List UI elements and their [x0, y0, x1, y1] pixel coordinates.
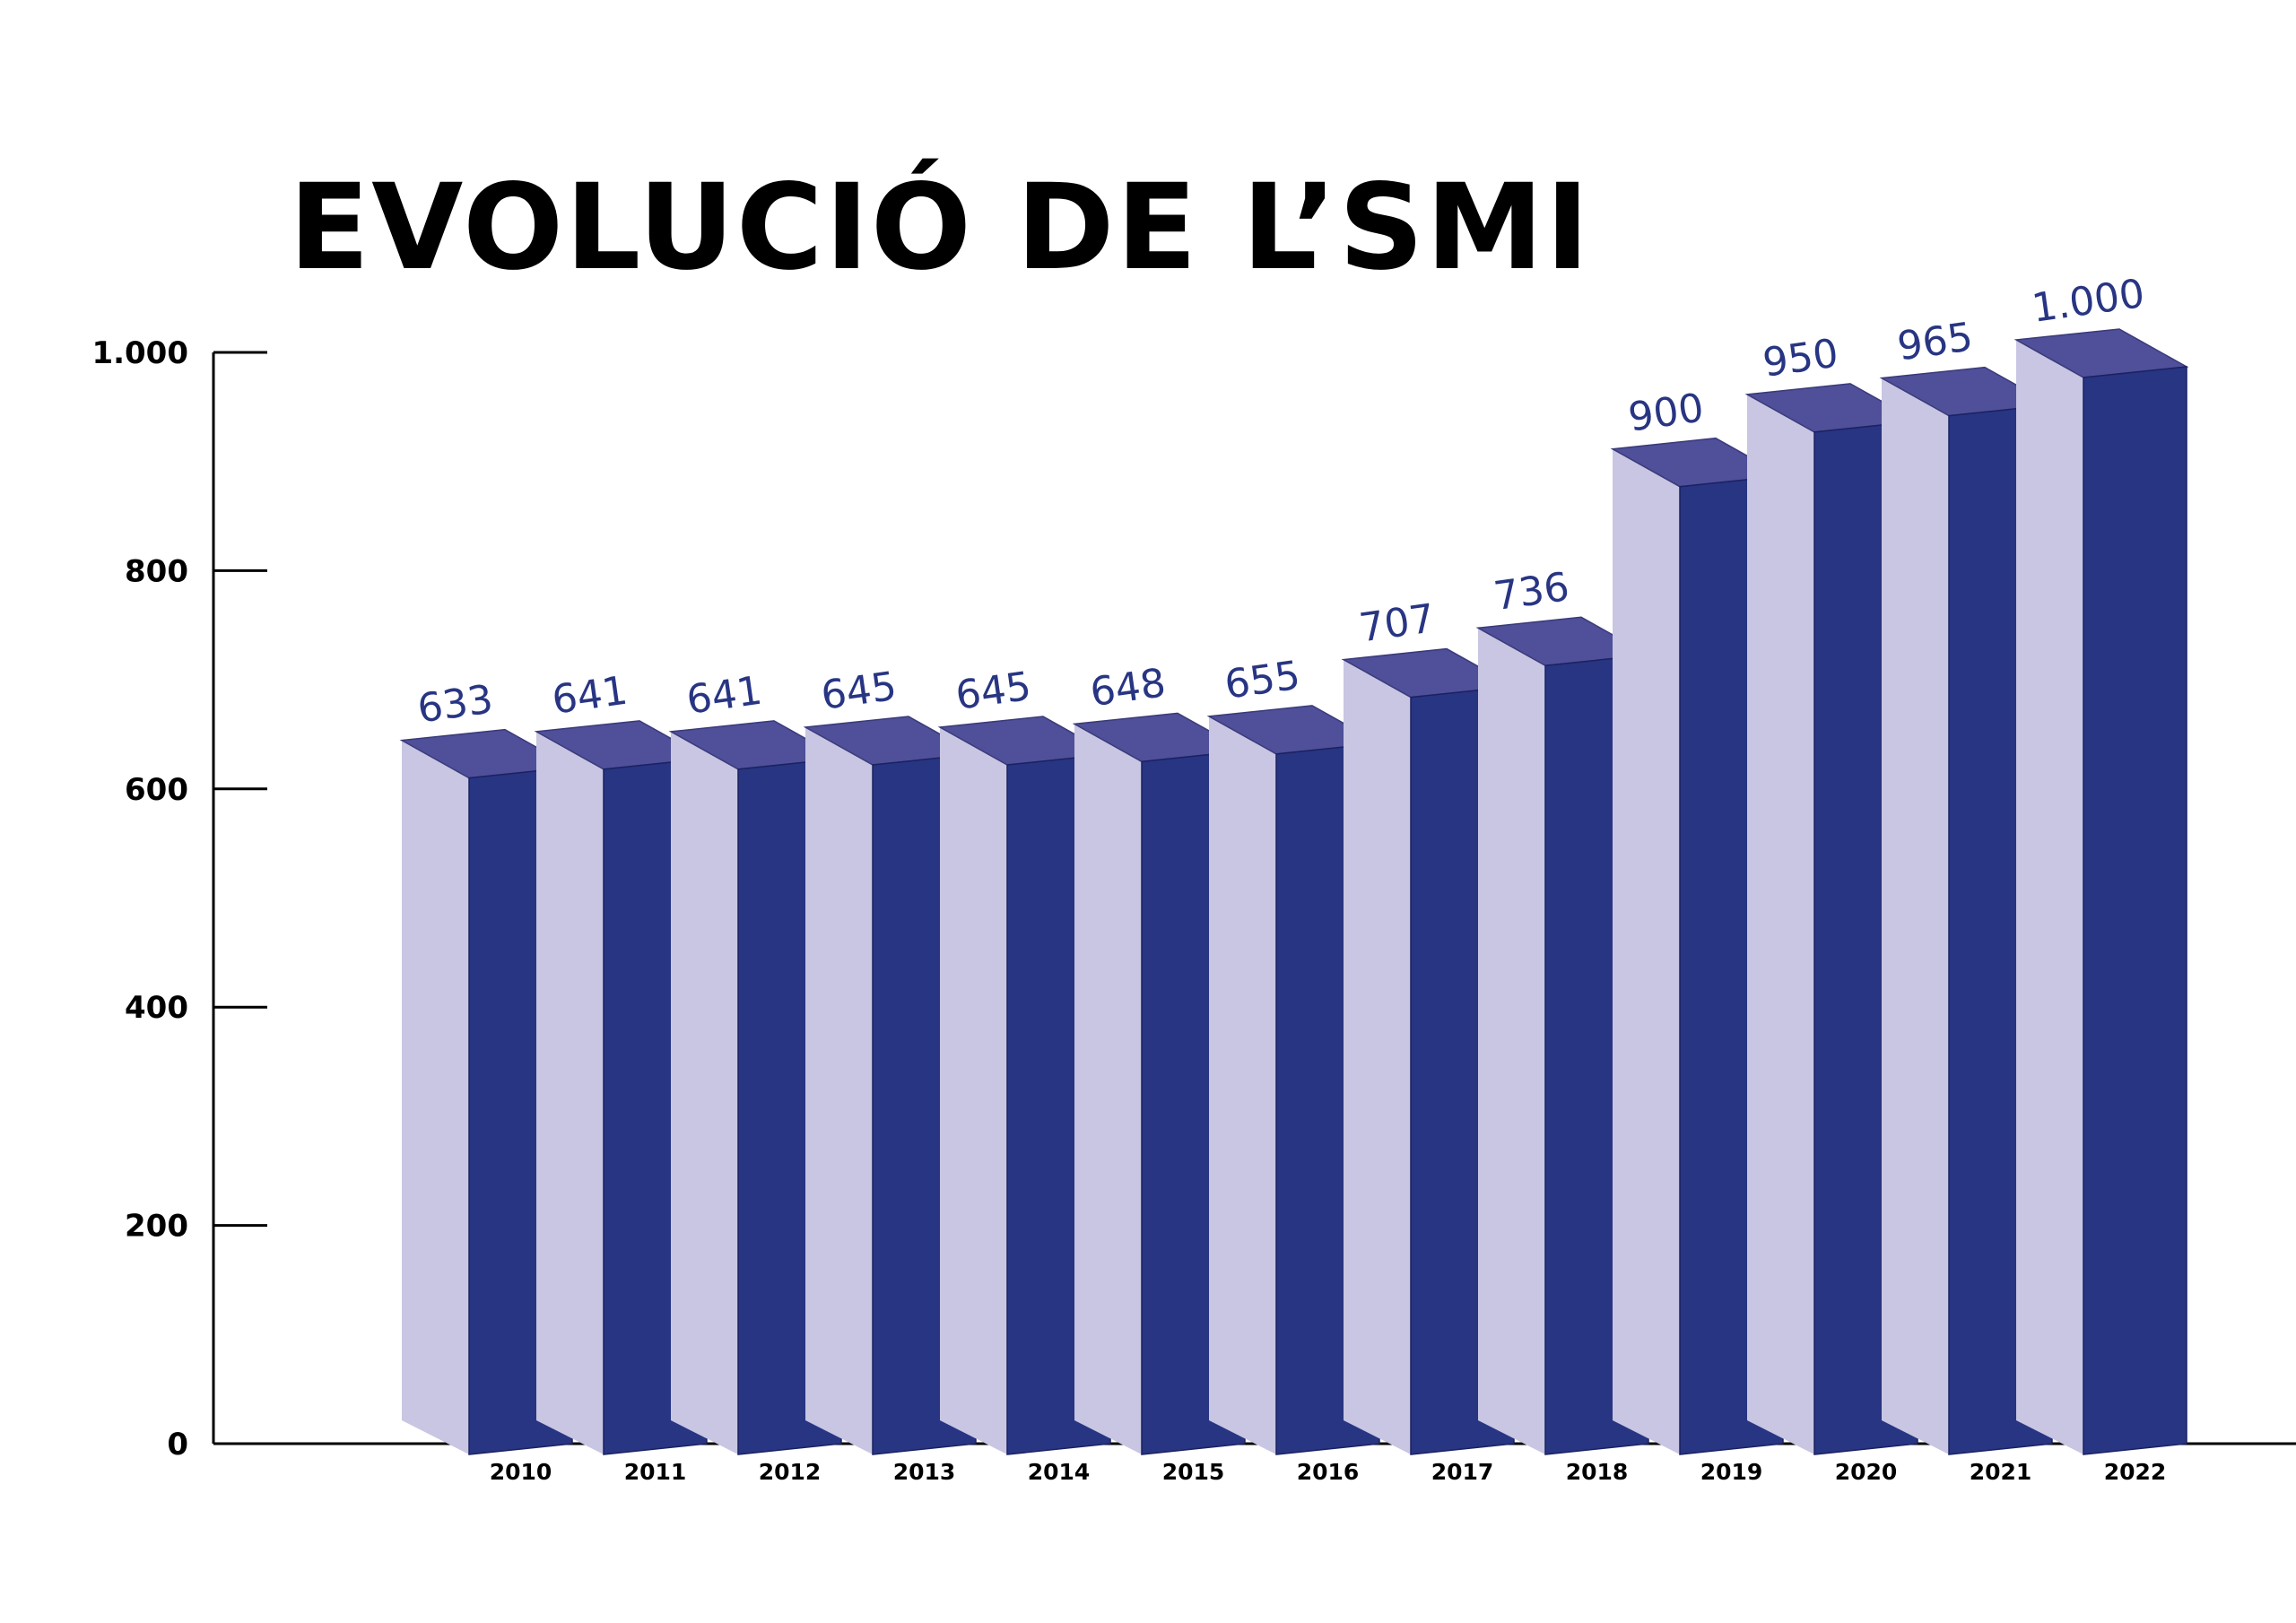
y-tick-label: 800 — [125, 553, 188, 589]
x-tick-label: 2021 — [1970, 1459, 2032, 1485]
bar-side-face — [940, 727, 1007, 1454]
y-tick-label: 200 — [125, 1209, 188, 1245]
x-tick-label: 2011 — [624, 1459, 687, 1485]
x-tick-label: 2019 — [1700, 1459, 1763, 1485]
y-tick-label: 0 — [167, 1427, 188, 1462]
bar-value-label: 655 — [1222, 653, 1302, 708]
bar-value-label: 1.000 — [2029, 271, 2147, 332]
chart-axes: 0 200 400 600 800 1.000 — [91, 335, 2296, 1462]
chart-bars — [399, 328, 2189, 1455]
bar-front-face — [2083, 366, 2187, 1455]
y-tick-label: 600 — [125, 772, 188, 808]
bar-value-label: 707 — [1356, 595, 1437, 651]
bar-side-face — [1209, 716, 1276, 1454]
bar-value-label: 648 — [1087, 660, 1168, 716]
bar-side-face — [1074, 724, 1142, 1454]
x-tick-label: 2018 — [1566, 1459, 1629, 1485]
y-tick-label: 400 — [125, 990, 188, 1026]
bar-side-face — [1747, 394, 1814, 1455]
chart-x-ticks: 2010 2011 2012 2013 2014 2015 2016 2017 2018 2019… — [490, 1459, 2167, 1485]
bar-side-face — [1613, 448, 1680, 1455]
bar-side-face — [2016, 340, 2083, 1454]
x-tick-label: 2022 — [2104, 1459, 2167, 1485]
x-tick-label: 2013 — [893, 1459, 956, 1485]
bar-value-label: 641 — [549, 668, 630, 724]
bar-side-face — [805, 727, 873, 1454]
x-tick-label: 2016 — [1297, 1459, 1360, 1485]
bar-value-label: 950 — [1760, 331, 1840, 386]
bar-side-face — [536, 731, 604, 1454]
bar-side-face — [1478, 628, 1545, 1454]
x-tick-label: 2020 — [1835, 1459, 1898, 1485]
x-tick-label: 2014 — [1028, 1459, 1091, 1485]
bar-value-label: 965 — [1894, 314, 1975, 369]
bar-side-face — [1344, 659, 1411, 1454]
bar-side-face — [1882, 378, 1949, 1455]
bar-side-face — [402, 740, 469, 1454]
x-tick-label: 2012 — [759, 1459, 822, 1485]
bar-value-label: 736 — [1491, 564, 1571, 620]
x-tick-label: 2010 — [490, 1459, 552, 1485]
chart-value-labels: 633 641 641 645 645 648 655 707 736 900 950 965 1.00… — [414, 271, 2147, 733]
bar-value-label: 633 — [414, 676, 495, 732]
bar-2022 — [2013, 328, 2189, 1455]
x-tick-label: 2015 — [1162, 1459, 1225, 1485]
bar-value-label: 645 — [952, 664, 1033, 719]
bar-side-face — [671, 731, 738, 1454]
bar-value-label: 645 — [818, 664, 899, 719]
bar-value-label: 900 — [1625, 385, 1706, 440]
chart-title: EVOLUCIÓ DE L’SMI — [289, 159, 1592, 297]
x-tick-label: 2017 — [1431, 1459, 1494, 1485]
bar-value-label: 641 — [683, 668, 764, 724]
y-tick-label: 1.000 — [91, 335, 188, 371]
